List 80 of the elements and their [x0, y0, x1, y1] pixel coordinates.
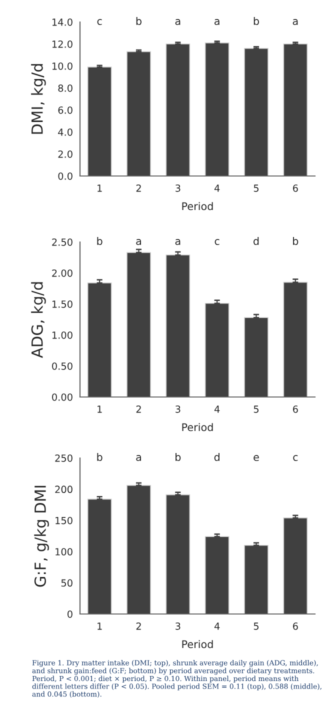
bar: [166, 254, 190, 397]
bar: [244, 317, 268, 397]
y-tick-label: 8.0: [58, 84, 72, 92]
x-tick-label: 5: [254, 184, 258, 192]
annotation: e: [254, 455, 259, 462]
y-tick-label: 12.0: [52, 40, 72, 48]
y-tick-label: 10.0: [52, 62, 72, 70]
annotation: a: [292, 19, 298, 26]
x-tick-label: 1: [98, 406, 102, 413]
annotation: a: [175, 19, 180, 26]
annotation: b: [254, 16, 259, 26]
y-axis-title: DMI, kg/d: [31, 64, 46, 134]
y-tick-label: 2.00: [52, 269, 72, 277]
bar: [166, 494, 190, 614]
y-tick-label: 0.0: [58, 172, 72, 180]
annotation: b: [293, 236, 298, 246]
annotation: a: [175, 239, 180, 246]
x-tick-label: 6: [293, 184, 298, 192]
annotation: b: [176, 452, 181, 462]
bar: [87, 66, 112, 176]
annotation: a: [136, 455, 141, 462]
y-axis-title: ADG, kg/d: [31, 282, 46, 358]
x-tick-label: 1: [98, 184, 102, 192]
bar: [166, 44, 190, 176]
x-tick-label: 1: [98, 622, 102, 630]
x-tick-label: 3: [176, 184, 180, 192]
x-tick-label: 6: [293, 406, 298, 413]
y-tick-label: 2.0: [58, 150, 72, 158]
annotation: b: [97, 236, 102, 246]
bar: [87, 498, 112, 614]
bar: [283, 44, 308, 176]
y-tick-label: 2.50: [52, 238, 72, 246]
x-tick-label: 4: [214, 184, 220, 192]
bar: [244, 544, 268, 614]
x-axis-title: Period: [182, 640, 213, 648]
x-axis-title: Period: [182, 423, 213, 432]
x-tick-label: 2: [136, 622, 141, 630]
bar: [244, 48, 268, 176]
y-tick-label: 100: [56, 548, 72, 556]
x-tick-label: 5: [254, 622, 258, 630]
bar: [126, 485, 151, 614]
bar: [204, 302, 230, 397]
annotation: c: [97, 19, 102, 26]
x-tick-label: 2: [136, 406, 141, 413]
x-tick-label: 4: [214, 406, 220, 413]
bar: [283, 282, 308, 397]
bar: [204, 536, 230, 614]
y-tick-label: 250: [55, 454, 72, 462]
y-axis-title: G:F, g/kg DMI: [34, 486, 49, 587]
y-tick-label: 0: [68, 610, 72, 618]
bar: [126, 51, 151, 176]
bar: [87, 282, 112, 397]
bar: [204, 42, 230, 176]
annotation: d: [254, 236, 259, 246]
annotation: b: [136, 16, 142, 26]
y-tick-label: 1.50: [52, 300, 72, 308]
annotation: c: [214, 239, 220, 246]
y-tick-label: 0.50: [52, 362, 72, 370]
y-tick-label: 4.0: [58, 128, 72, 136]
x-tick-label: 3: [176, 406, 180, 413]
annotation: a: [136, 239, 141, 246]
annotation: c: [293, 455, 298, 462]
y-tick-label: 150: [56, 516, 72, 524]
annotation: d: [214, 452, 220, 462]
y-tick-label: 50: [61, 579, 72, 587]
x-tick-label: 4: [214, 622, 220, 630]
bar: [283, 517, 308, 614]
y-tick-label: 6.0: [58, 106, 72, 114]
x-axis-title: Period: [182, 202, 213, 210]
annotation: b: [97, 452, 102, 462]
y-tick-label: 0.00: [52, 393, 72, 401]
annotation: a: [214, 19, 220, 26]
x-tick-label: 5: [254, 406, 258, 413]
x-tick-label: 6: [293, 622, 298, 630]
y-tick-label: 1.00: [52, 331, 72, 339]
y-tick-label: 200: [55, 486, 72, 494]
y-tick-label: 14.0: [52, 18, 72, 26]
x-tick-label: 3: [176, 622, 180, 630]
x-tick-label: 2: [136, 184, 141, 192]
bar: [126, 252, 151, 397]
